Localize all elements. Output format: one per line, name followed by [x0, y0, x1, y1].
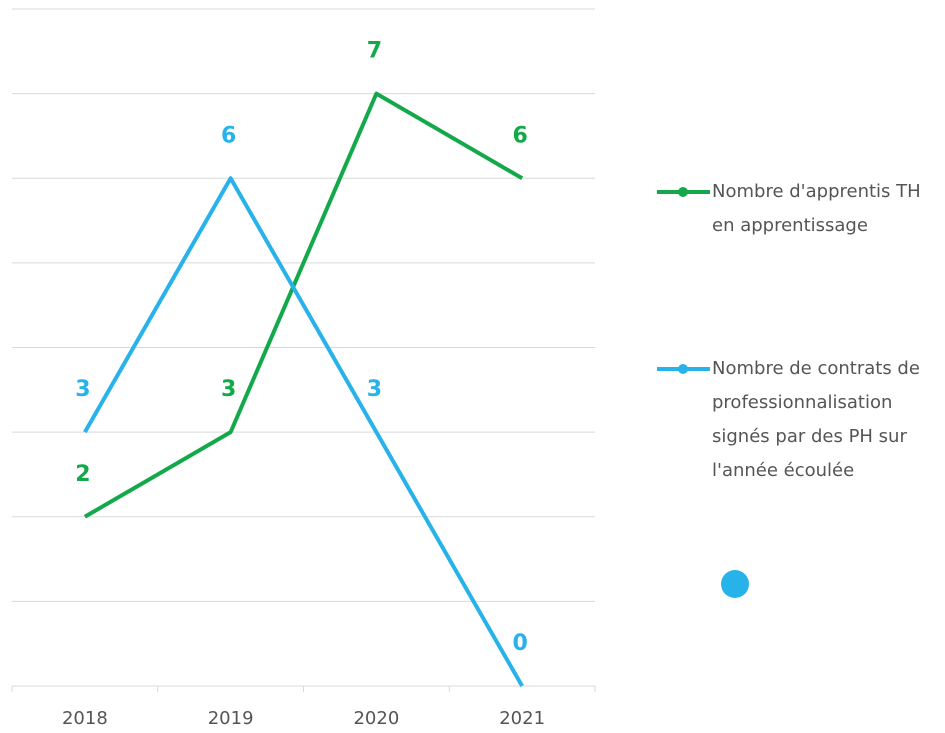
legend-marker: [678, 187, 688, 197]
x-tick-label: 2018: [62, 708, 108, 729]
data-label: 7: [367, 39, 382, 64]
data-label: 6: [512, 123, 527, 148]
legend-label: Nombre d'apprentis TH en apprentissage: [712, 181, 921, 236]
legend-marker: [678, 364, 688, 374]
data-label: 3: [367, 377, 382, 402]
data-label: 2: [75, 462, 90, 487]
x-tick-label: 2021: [499, 708, 545, 729]
data-label: 3: [75, 377, 90, 402]
data-label: 3: [221, 377, 236, 402]
data-label: 6: [221, 123, 236, 148]
legend-label: Nombre de contrats de professionnalisati…: [712, 358, 920, 481]
x-tick-label: 2020: [353, 708, 399, 729]
series-line: [83, 176, 524, 687]
legend-dot: [721, 570, 749, 598]
x-tick-label: 2019: [208, 708, 254, 729]
data-label: 0: [512, 631, 527, 656]
series-line: [83, 91, 524, 519]
